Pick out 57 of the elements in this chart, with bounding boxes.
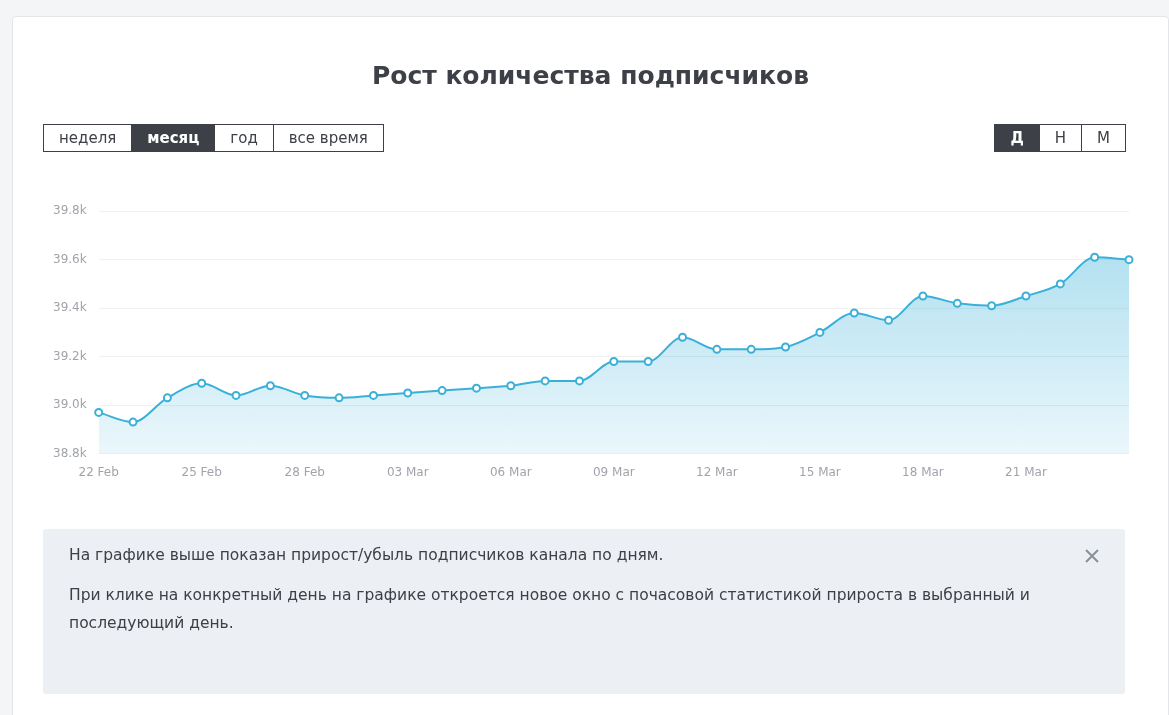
y-tick-label: 39.8k [53, 203, 87, 218]
point [300, 390, 310, 400]
y-tick-label: 39.6k [53, 251, 87, 266]
text: неделя [43, 124, 133, 152]
x-tick-label: 22 Feb [78, 464, 119, 479]
point [540, 376, 550, 386]
point [506, 381, 516, 391]
point [1021, 291, 1031, 301]
text: все время [272, 124, 384, 152]
point [231, 390, 241, 400]
y-tick-label: 39.0k [53, 397, 87, 412]
chart-title: Рост количества подписчиков [370, 61, 811, 90]
point [403, 388, 413, 398]
point [368, 390, 378, 400]
point [849, 308, 859, 318]
x-tick-label: 21 Mar [1005, 464, 1047, 479]
x-tick-label: 03 Mar [386, 464, 429, 479]
point [884, 315, 894, 325]
text: месяц [131, 124, 216, 152]
text: При клике на конкретный день на графике откроется новое окно с почасовой статистикой прироста в выбранный и последующий день. [69, 585, 1031, 634]
point [265, 381, 275, 391]
point [1124, 255, 1134, 265]
y-tick-label: 39.4k [53, 300, 87, 315]
point [746, 344, 756, 354]
x-tick-label: 28 Feb [284, 464, 325, 479]
x-tick-label: 12 Mar [696, 464, 738, 479]
point [437, 386, 447, 396]
text: год [214, 124, 274, 152]
point [918, 291, 928, 301]
point [471, 383, 481, 393]
x-tick-label: 06 Mar [489, 464, 532, 479]
point [128, 417, 138, 427]
text: Д [994, 124, 1040, 152]
point [1055, 279, 1065, 289]
point [678, 332, 688, 342]
text: Н [1038, 124, 1083, 152]
point [197, 378, 207, 388]
point [712, 344, 722, 354]
point [162, 393, 172, 403]
text: На графике выше показан прирост/убыль подписчиков канала по дням. [69, 545, 665, 566]
x-tick-label: 25 Feb [181, 464, 222, 479]
y-tick-label: 38.8k [53, 445, 87, 460]
point [643, 356, 653, 366]
point [94, 407, 104, 417]
text: М [1081, 124, 1126, 152]
x-tick-label: 15 Mar [799, 464, 841, 479]
point [334, 393, 344, 403]
point [952, 298, 962, 308]
x-tick-label: 18 Mar [902, 464, 944, 479]
point [574, 376, 584, 386]
x-tick-label: 09 Mar [592, 464, 635, 479]
point [781, 342, 791, 352]
point [1090, 252, 1100, 262]
y-tick-label: 39.2k [53, 348, 87, 363]
point [815, 327, 825, 337]
point [609, 356, 619, 366]
point [987, 301, 997, 311]
